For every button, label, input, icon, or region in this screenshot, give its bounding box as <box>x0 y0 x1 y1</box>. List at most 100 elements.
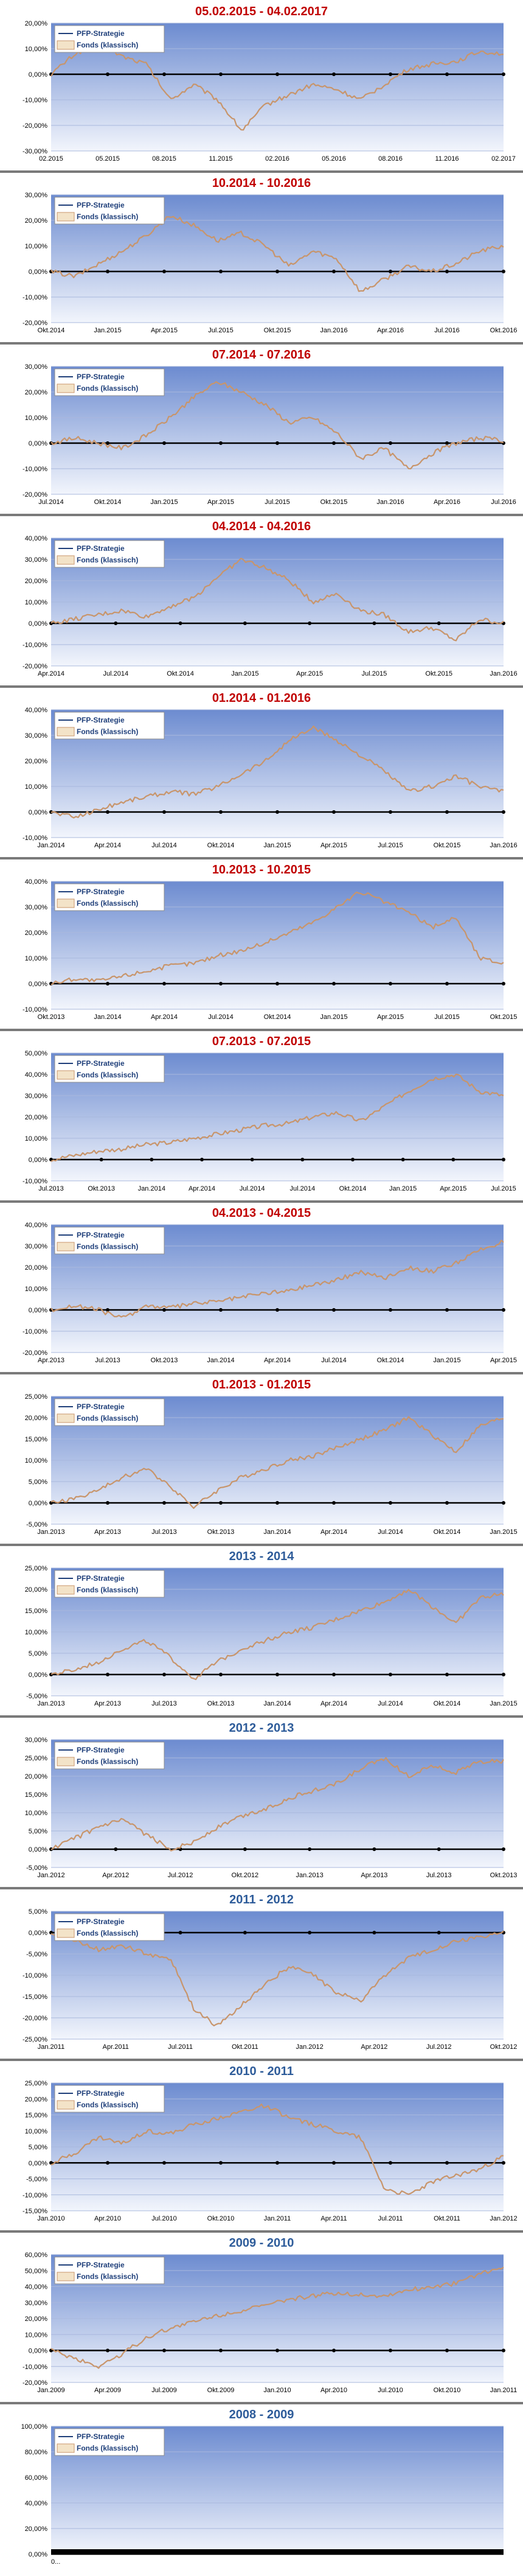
legend-fund-label: Fonds (klassisch) <box>77 2272 138 2281</box>
y-tick-label: -10,00% <box>23 97 47 104</box>
x-tick-label: 05.2016 <box>322 155 346 163</box>
legend-strategy-label: PFP-Strategie <box>77 716 125 724</box>
y-tick-label: -10,00% <box>23 642 47 649</box>
y-tick-label: 20,00% <box>25 2315 48 2323</box>
x-tick-label: 02.2017 <box>491 155 516 163</box>
panel-divider <box>0 2230 523 2233</box>
strategy-point <box>162 2161 166 2165</box>
y-tick-label: -20,00% <box>23 2015 47 2022</box>
chart-panel: 07.2014 - 07.2016 30,00% 20,00% 10,00% 0,00%… <box>4 345 519 513</box>
y-tick-label: 0,00% <box>29 809 47 816</box>
strategy-point <box>275 1501 279 1505</box>
strategy-point <box>437 1847 441 1851</box>
y-tick-label: 30,00% <box>25 1737 48 1744</box>
x-tick-label: Jan.2012 <box>296 2043 324 2051</box>
x-tick-label: 05.2015 <box>95 155 120 163</box>
x-tick-label: Okt.2016 <box>490 327 518 334</box>
x-tick-label: Okt.2014 <box>434 1700 461 1707</box>
x-tick-label: Apr.2016 <box>434 499 460 506</box>
legend-strategy-label: PFP-Strategie <box>77 544 125 553</box>
x-tick-label: Jul.2016 <box>491 499 516 506</box>
strategy-point <box>389 1308 392 1312</box>
strategy-point <box>502 1158 505 1161</box>
x-tick-label: Apr.2010 <box>320 2387 347 2394</box>
legend: PFP-Strategie Fonds (klassisch) <box>54 1398 165 1426</box>
legend-fund-swatch <box>57 898 75 908</box>
legend: PFP-Strategie Fonds (klassisch) <box>54 1055 165 1083</box>
y-tick-label: 20,00% <box>25 578 48 585</box>
strategy-point <box>437 1931 441 1934</box>
y-tick-label: 40,00% <box>25 707 48 714</box>
y-tick-label: 10,00% <box>25 1810 48 1817</box>
strategy-point <box>162 982 166 985</box>
y-tick-label: -20,00% <box>23 491 47 499</box>
fund-series-line <box>50 1757 504 1852</box>
y-tick-label: -5,00% <box>26 1693 47 1700</box>
y-tick-label: 5,00% <box>29 1908 47 1916</box>
y-tick-label: -10,00% <box>23 466 47 473</box>
chart-title: 07.2013 - 07.2015 <box>212 1035 311 1048</box>
y-tick-label: 15,00% <box>25 1791 48 1799</box>
legend-strategy-label: PFP-Strategie <box>77 201 125 209</box>
x-tick-label: Apr.2014 <box>38 670 64 677</box>
legend: PFP-Strategie Fonds (klassisch) <box>54 1741 165 1769</box>
x-tick-label: Jan.2016 <box>320 327 347 334</box>
panel-divider <box>0 685 523 688</box>
panel-divider <box>0 1715 523 1718</box>
strategy-point <box>502 1501 505 1505</box>
x-tick-label: Okt.2010 <box>207 2215 235 2222</box>
strategy-point <box>502 2348 505 2353</box>
strategy-point <box>275 810 279 814</box>
y-tick-label: 30,00% <box>25 556 48 564</box>
strategy-point <box>389 1501 392 1505</box>
x-tick-label: Jul.2011 <box>378 2215 403 2222</box>
x-tick-label: Jul.2014 <box>240 1185 265 1192</box>
y-tick-label: 20,00% <box>25 217 48 225</box>
y-tick-label: 60,00% <box>25 2474 48 2482</box>
legend: PFP-Strategie Fonds (klassisch) <box>54 1570 165 1598</box>
strategy-point <box>437 621 441 625</box>
x-tick-label: Apr.2015 <box>151 327 178 334</box>
legend-fund-swatch <box>57 383 75 393</box>
x-tick-label: Okt.2012 <box>490 2043 518 2051</box>
fund-series-line <box>50 1416 504 1509</box>
x-tick-label: Okt.2013 <box>207 1528 235 1536</box>
x-tick-label: Okt.2014 <box>207 842 235 849</box>
x-tick-label: Jul.2014 <box>378 1700 403 1707</box>
strategy-point <box>162 1308 166 1312</box>
strategy-point <box>445 2348 449 2353</box>
x-tick-label: Jul.2014 <box>38 499 64 506</box>
y-tick-label: 5,00% <box>29 1650 47 1657</box>
x-tick-label: 0... <box>51 2558 60 2566</box>
strategy-point <box>243 1847 247 1851</box>
strategy-point <box>106 72 109 76</box>
x-tick-label: Jan.2014 <box>138 1185 165 1192</box>
y-tick-label: -10,00% <box>23 1178 47 1185</box>
y-tick-label: 40,00% <box>25 2500 48 2507</box>
strategy-point <box>200 1158 204 1161</box>
legend: PFP-Strategie Fonds (klassisch) <box>54 2085 165 2113</box>
strategy-point <box>332 810 336 814</box>
y-tick-label: 20,00% <box>25 2525 48 2533</box>
chart-svg: 40,00% 30,00% 20,00% 10,00% 0,00% -10,00% -20,… <box>23 1222 517 1364</box>
y-tick-label: 10,00% <box>25 415 48 422</box>
strategy-point <box>502 1847 505 1851</box>
y-tick-label: -20,00% <box>23 320 47 327</box>
x-tick-label: 11.2016 <box>435 155 459 163</box>
x-tick-label: Okt.2009 <box>207 2387 235 2394</box>
strategy-point <box>219 1308 223 1312</box>
y-tick-label: -10,00% <box>23 2192 47 2199</box>
x-tick-label: Jul.2013 <box>151 1528 177 1536</box>
x-tick-label: 02.2015 <box>39 155 63 163</box>
chart-panel: 2013 - 2014 25,00% 20,00% 15,00% 10,00% 5,00%… <box>4 1546 519 1714</box>
fund-series-line <box>50 215 504 292</box>
y-tick-label: 40,00% <box>25 2284 48 2291</box>
panel-divider <box>0 2402 523 2404</box>
x-tick-label: Jan.2015 <box>490 1528 517 1536</box>
chart-panel: 2010 - 2011 25,00% 20,00% 15,00% 10,00% 5,00%… <box>4 2061 519 2229</box>
x-tick-label: Okt.2012 <box>232 1872 259 1879</box>
legend-strategy-label: PFP-Strategie <box>77 2432 125 2441</box>
legend-fund-swatch <box>57 1413 75 1423</box>
strategy-point <box>332 270 336 273</box>
